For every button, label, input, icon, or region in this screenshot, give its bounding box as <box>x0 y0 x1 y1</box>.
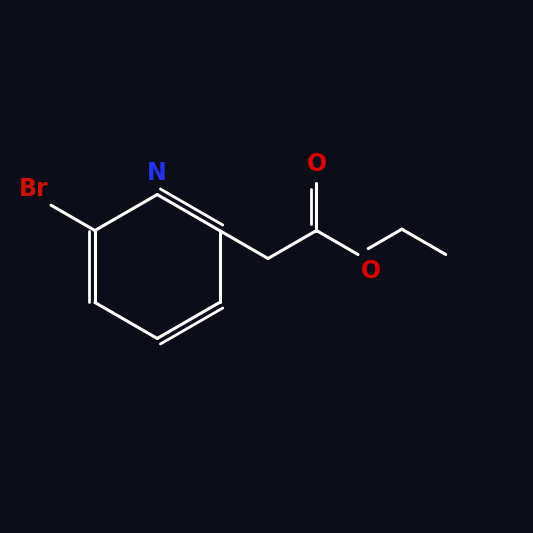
Text: Br: Br <box>19 177 49 201</box>
Text: N: N <box>147 161 167 185</box>
Text: O: O <box>361 259 381 283</box>
Text: O: O <box>306 152 327 176</box>
